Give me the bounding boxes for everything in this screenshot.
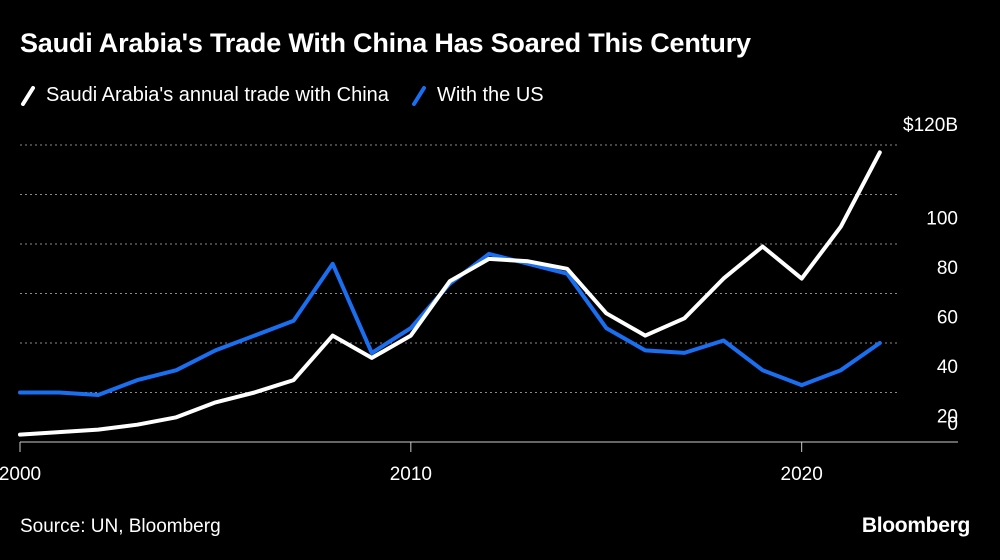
y-tick-label: 0: [947, 414, 958, 435]
y-tick-label: $120B: [903, 115, 958, 136]
chart-title: Saudi Arabia's Trade With China Has Soar…: [20, 28, 751, 58]
x-tick-label: 2010: [390, 464, 432, 485]
series-line-us: [18, 251, 882, 397]
x-tick-label: 2000: [0, 464, 41, 485]
series-line-china: [18, 150, 882, 437]
legend-swatch-us: [411, 85, 426, 106]
x-tick-label: 2020: [781, 464, 823, 485]
source-note: Source: UN, Bloomberg: [20, 516, 221, 537]
legend-label-china: Saudi Arabia's annual trade with China: [46, 84, 389, 106]
y-tick-label: 20: [937, 407, 958, 428]
legend-item-us: With the US: [411, 84, 544, 107]
y-tick-label: 80: [937, 258, 958, 279]
legend-label-us: With the US: [436, 84, 544, 106]
legend-item-china: Saudi Arabia's annual trade with China: [20, 84, 389, 107]
y-tick-label: 60: [937, 308, 958, 329]
brand-logo: Bloomberg: [861, 514, 970, 537]
y-tick-label: 40: [937, 357, 958, 378]
y-tick-label: 100: [926, 209, 958, 230]
chart-legend: Saudi Arabia's annual trade with China W…: [20, 84, 566, 107]
legend-swatch-china: [21, 85, 35, 106]
